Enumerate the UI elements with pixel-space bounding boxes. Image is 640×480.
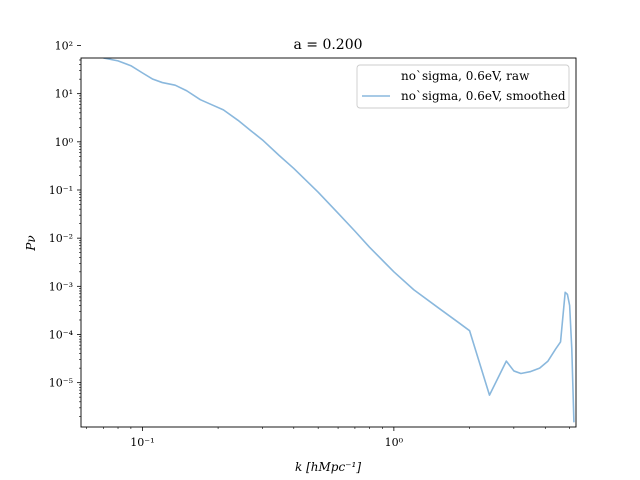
x-axis-label: k [hMpc⁻¹] [295, 460, 361, 474]
y-tick-label-5: 10⁰ [55, 136, 74, 149]
legend-label-raw: no`sigma, 0.6eV, raw [401, 69, 530, 83]
y-tick-label-4: 10⁻¹ [49, 184, 73, 197]
y-tick-label-3: 10⁻² [49, 232, 73, 245]
y-tick-label-1: 10⁻⁴ [49, 328, 74, 341]
x-tick-label-1: 10⁰ [385, 436, 404, 449]
series-layer [103, 58, 575, 423]
x-tick-label-0: 10⁻¹ [130, 436, 154, 449]
plot-area-frame [80, 57, 577, 428]
y-axis-label: Pν [24, 235, 38, 251]
y-tick-label-0: 10⁻⁵ [49, 377, 73, 390]
y-axis: 10⁻⁵ 10⁻⁴ 10⁻³ 10⁻² 10⁻¹ 10⁰ 10¹ 10² [49, 39, 81, 417]
series-line-1 [103, 58, 575, 423]
y-tick-label-6: 10¹ [55, 88, 73, 101]
x-axis: 10⁻¹ 10⁰ [86, 427, 570, 449]
chart-title: a = 0.200 [293, 37, 362, 53]
legend-box [356, 64, 570, 109]
y-tick-label-2: 10⁻³ [49, 280, 73, 293]
legend: no`sigma, 0.6eV, raw no`sigma, 0.6eV, sm… [356, 64, 570, 109]
y-tick-label-7: 10² [55, 39, 73, 52]
legend-label-smoothed: no`sigma, 0.6eV, smoothed [401, 89, 566, 103]
